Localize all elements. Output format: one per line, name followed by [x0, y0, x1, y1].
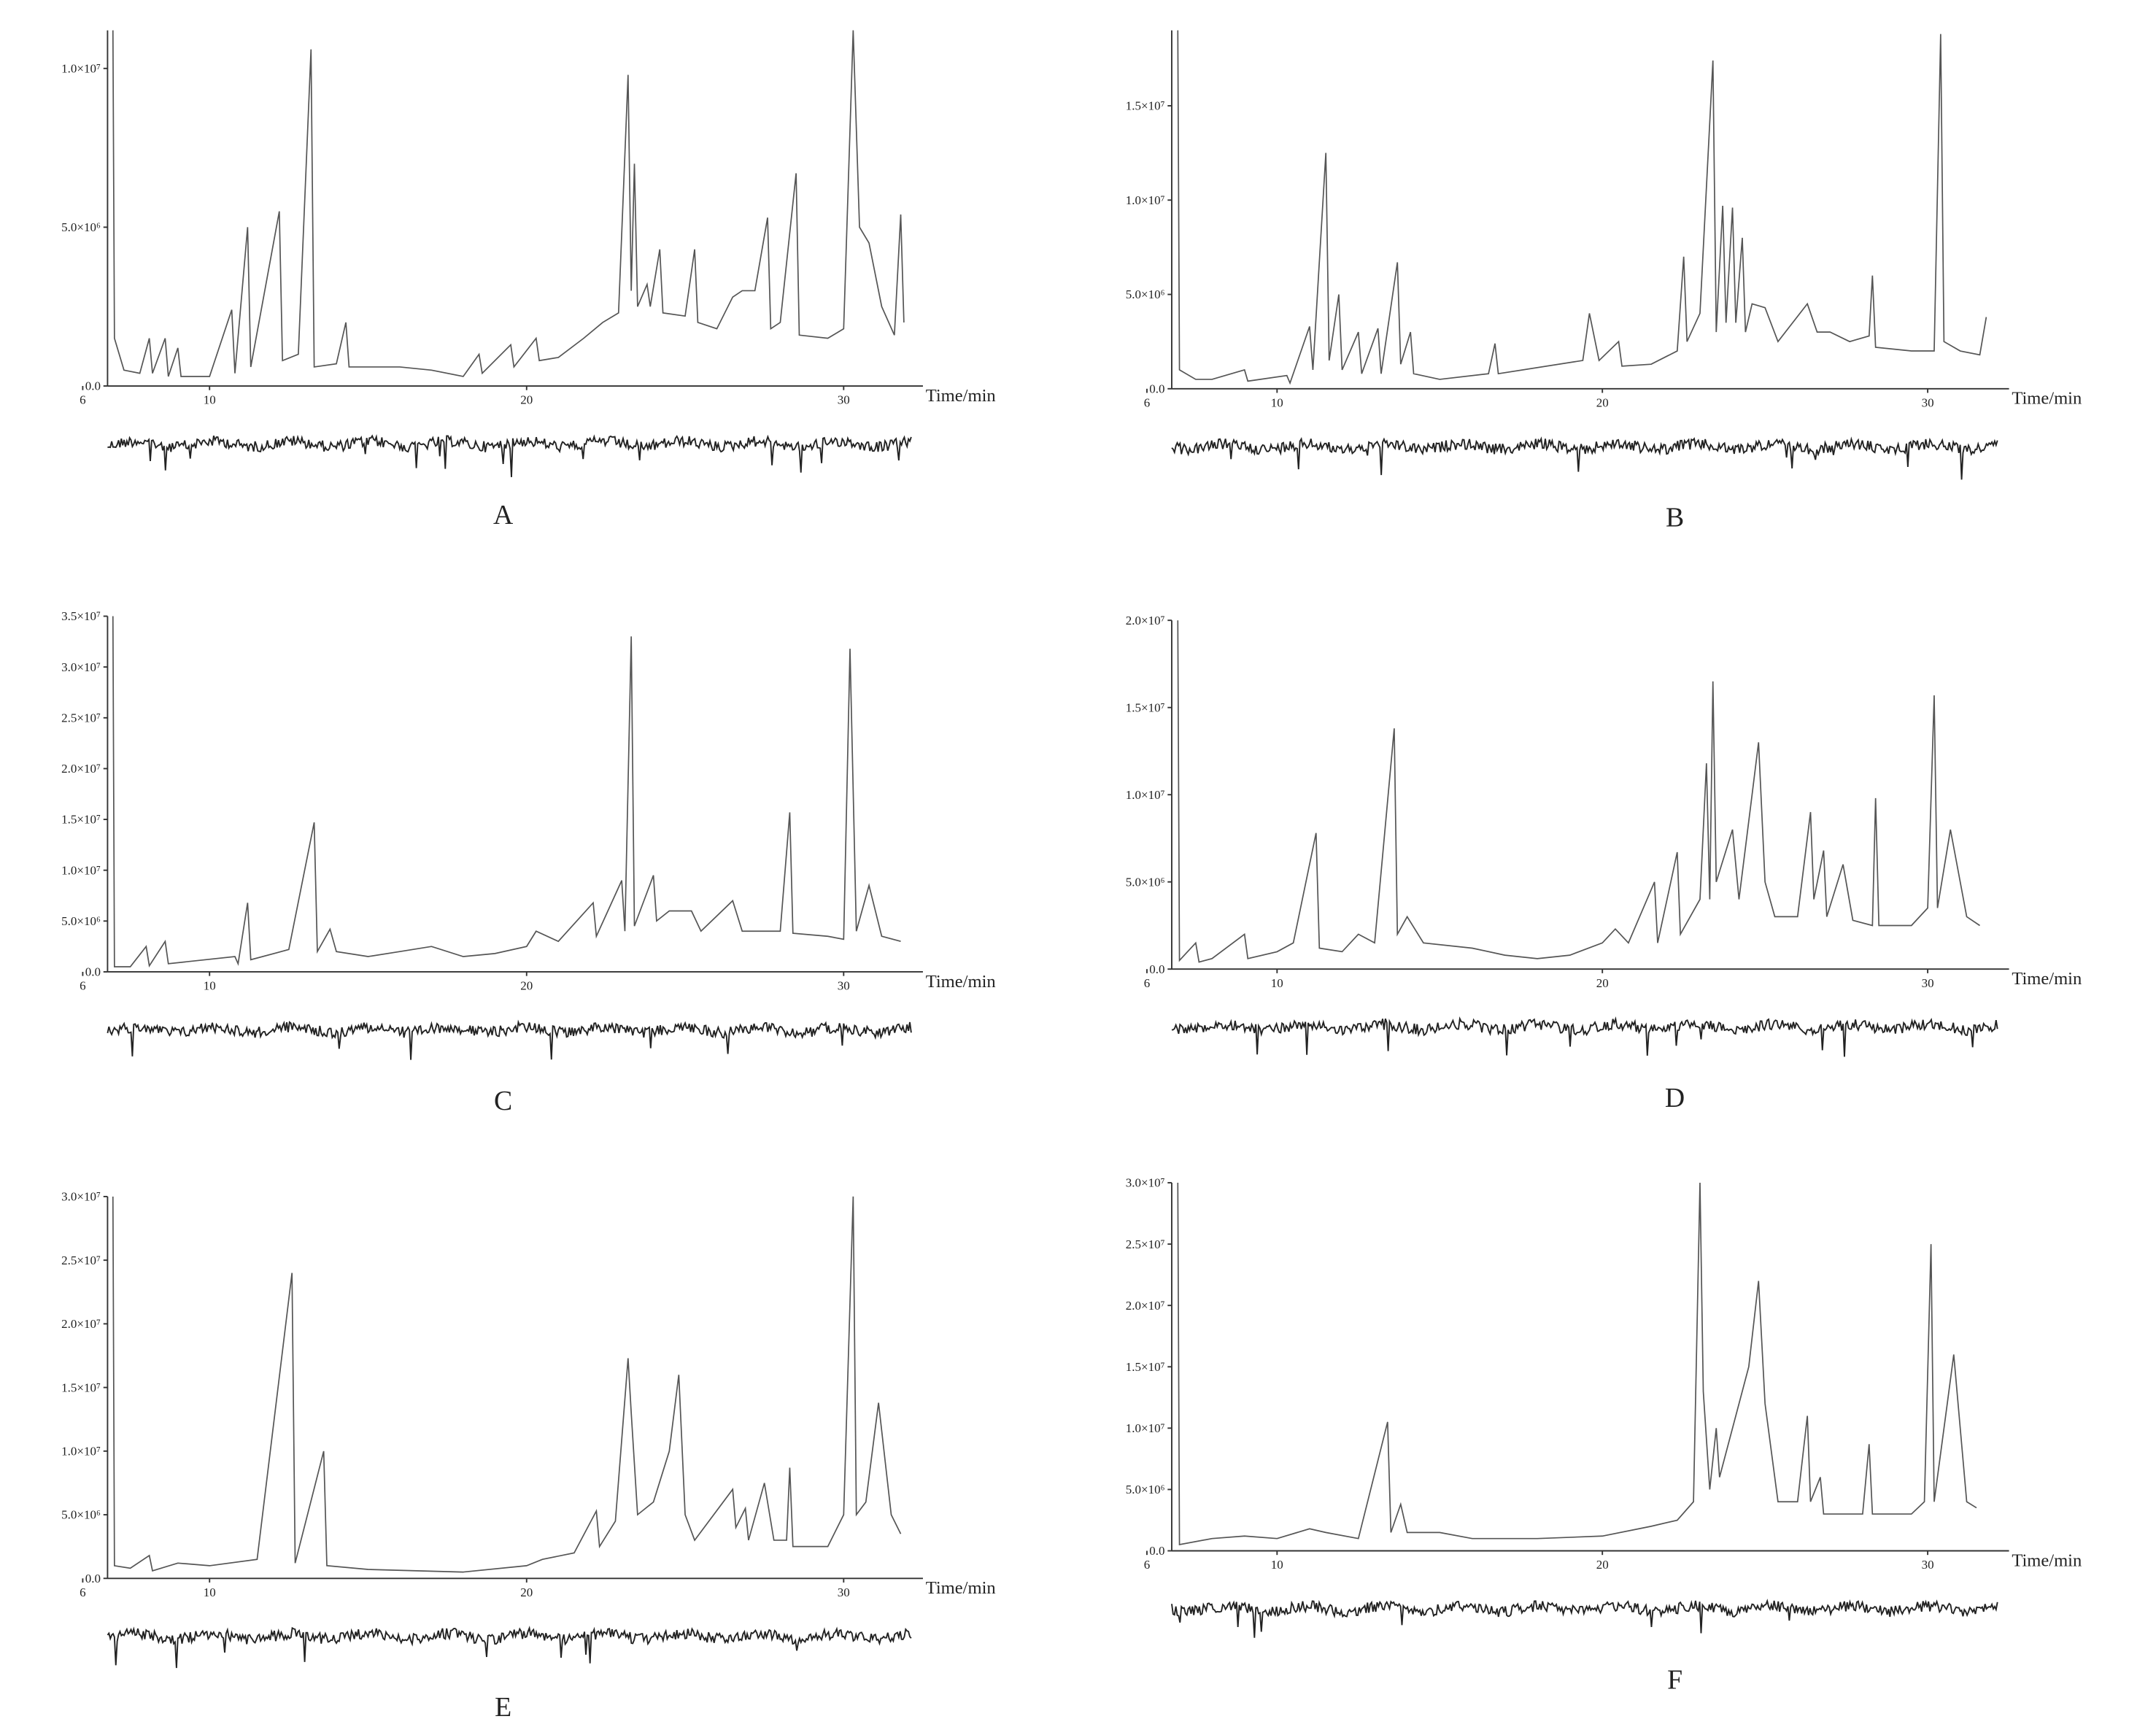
- y-tick-label: 2.5×10⁷: [61, 711, 101, 725]
- y-tick-label: 1.5×10⁷: [61, 813, 101, 827]
- y-tick-label: 1.0×10⁷: [1126, 1421, 1165, 1435]
- y-tick-label: 2.0×10⁷: [1126, 614, 1165, 627]
- y-tick-label: 5.0×10⁶: [61, 914, 101, 928]
- y-tick-label: 1.5×10⁷: [61, 1380, 101, 1394]
- y-tick-label: 2.0×10⁷: [1126, 1299, 1165, 1313]
- panel-label: B: [1666, 503, 1684, 533]
- chromatogram-line: [112, 1196, 902, 1573]
- x-tick-label: 6: [1144, 976, 1151, 990]
- y-tick-label: 0.0: [1149, 1544, 1164, 1558]
- x-tick-label: 10: [1271, 976, 1283, 990]
- y-tick-label: 2.5×10⁷: [61, 1253, 101, 1267]
- y-tick-label: 3.0×10⁷: [1126, 1176, 1165, 1190]
- x-tick-label: 6: [80, 393, 86, 407]
- x-tick-label: 20: [520, 979, 533, 993]
- x-axis-label: Time/min: [926, 386, 996, 406]
- x-tick-label: 20: [1596, 1558, 1609, 1572]
- residual-trace: [1171, 1016, 1998, 1057]
- x-tick-label: 30: [838, 393, 850, 407]
- x-tick-label: 10: [1271, 395, 1283, 409]
- chromatogram-line: [112, 616, 901, 967]
- x-tick-label: 10: [204, 393, 216, 407]
- y-tick-label: 5.0×10⁶: [61, 1508, 101, 1522]
- chromatogram-line: [1177, 620, 1980, 963]
- y-tick-label: 1.0×10⁷: [61, 1445, 101, 1459]
- residual-trace: [1171, 436, 1998, 480]
- x-tick-label: 6: [1144, 1558, 1151, 1572]
- y-tick-label: 3.0×10⁷: [61, 660, 101, 674]
- y-tick-label: 0.0: [85, 379, 101, 393]
- y-tick-label: 0.0: [85, 965, 101, 979]
- y-tick-label: 5.0×10⁶: [61, 220, 101, 234]
- chromatogram-line: [1177, 1183, 1977, 1546]
- y-tick-label: 1.5×10⁷: [1126, 1360, 1165, 1374]
- panel-label: D: [1665, 1083, 1685, 1113]
- panel-label: A: [493, 500, 513, 530]
- y-tick-label: 1.5×10⁷: [1126, 99, 1165, 113]
- y-tick-label: 3.5×10⁷: [61, 609, 101, 623]
- y-tick-label: 5.0×10⁶: [1126, 875, 1165, 889]
- y-tick-label: 3.0×10⁷: [61, 1190, 101, 1204]
- y-tick-label: 5.0×10⁶: [1126, 1483, 1165, 1496]
- x-axis-label: Time/min: [926, 1578, 996, 1598]
- panel-label: C: [494, 1086, 512, 1116]
- y-tick-label: 2.0×10⁷: [61, 1317, 101, 1331]
- chromatogram-line: [112, 30, 905, 377]
- x-tick-label: 6: [80, 979, 86, 993]
- x-tick-label: 20: [520, 393, 533, 407]
- x-tick-label: 10: [204, 1585, 216, 1599]
- y-tick-label: 1.0×10⁷: [61, 863, 101, 877]
- panel-label: F: [1667, 1664, 1682, 1695]
- x-tick-label: 30: [1922, 1558, 1934, 1572]
- x-tick-label: 20: [520, 1585, 533, 1599]
- y-tick-label: 2.0×10⁷: [61, 762, 101, 776]
- y-tick-label: 1.0×10⁷: [1126, 788, 1165, 802]
- residual-trace: [107, 434, 912, 477]
- y-tick-label: 1.0×10⁷: [1126, 193, 1165, 207]
- y-tick-label: 5.0×10⁶: [1126, 287, 1165, 301]
- x-axis-label: Time/min: [2012, 389, 2082, 409]
- x-tick-label: 20: [1596, 395, 1609, 409]
- residual-trace: [1171, 1599, 1998, 1638]
- x-tick-label: 30: [838, 979, 850, 993]
- y-tick-label: 1.0×10⁷: [61, 61, 101, 75]
- panel-label: E: [495, 1692, 511, 1719]
- x-axis-label: Time/min: [2012, 969, 2082, 989]
- residual-trace: [107, 1626, 912, 1669]
- y-tick-label: 1.5×10⁷: [1126, 700, 1165, 714]
- x-tick-label: 10: [1271, 1558, 1283, 1572]
- chromatogram-line: [1177, 30, 1987, 385]
- x-tick-label: 30: [1922, 395, 1934, 409]
- x-tick-label: 10: [204, 979, 216, 993]
- x-axis-label: Time/min: [926, 972, 996, 992]
- x-tick-label: 6: [80, 1585, 86, 1599]
- x-tick-label: 30: [838, 1585, 850, 1599]
- residual-trace: [107, 1019, 912, 1060]
- x-tick-label: 6: [1144, 395, 1151, 409]
- y-tick-label: 0.0: [1149, 382, 1164, 395]
- x-axis-label: Time/min: [2012, 1550, 2082, 1570]
- y-tick-label: 0.0: [1149, 962, 1164, 976]
- x-tick-label: 30: [1922, 976, 1934, 990]
- x-tick-label: 20: [1596, 976, 1609, 990]
- y-tick-label: 2.5×10⁷: [1126, 1237, 1165, 1251]
- y-tick-label: 0.0: [85, 1572, 101, 1585]
